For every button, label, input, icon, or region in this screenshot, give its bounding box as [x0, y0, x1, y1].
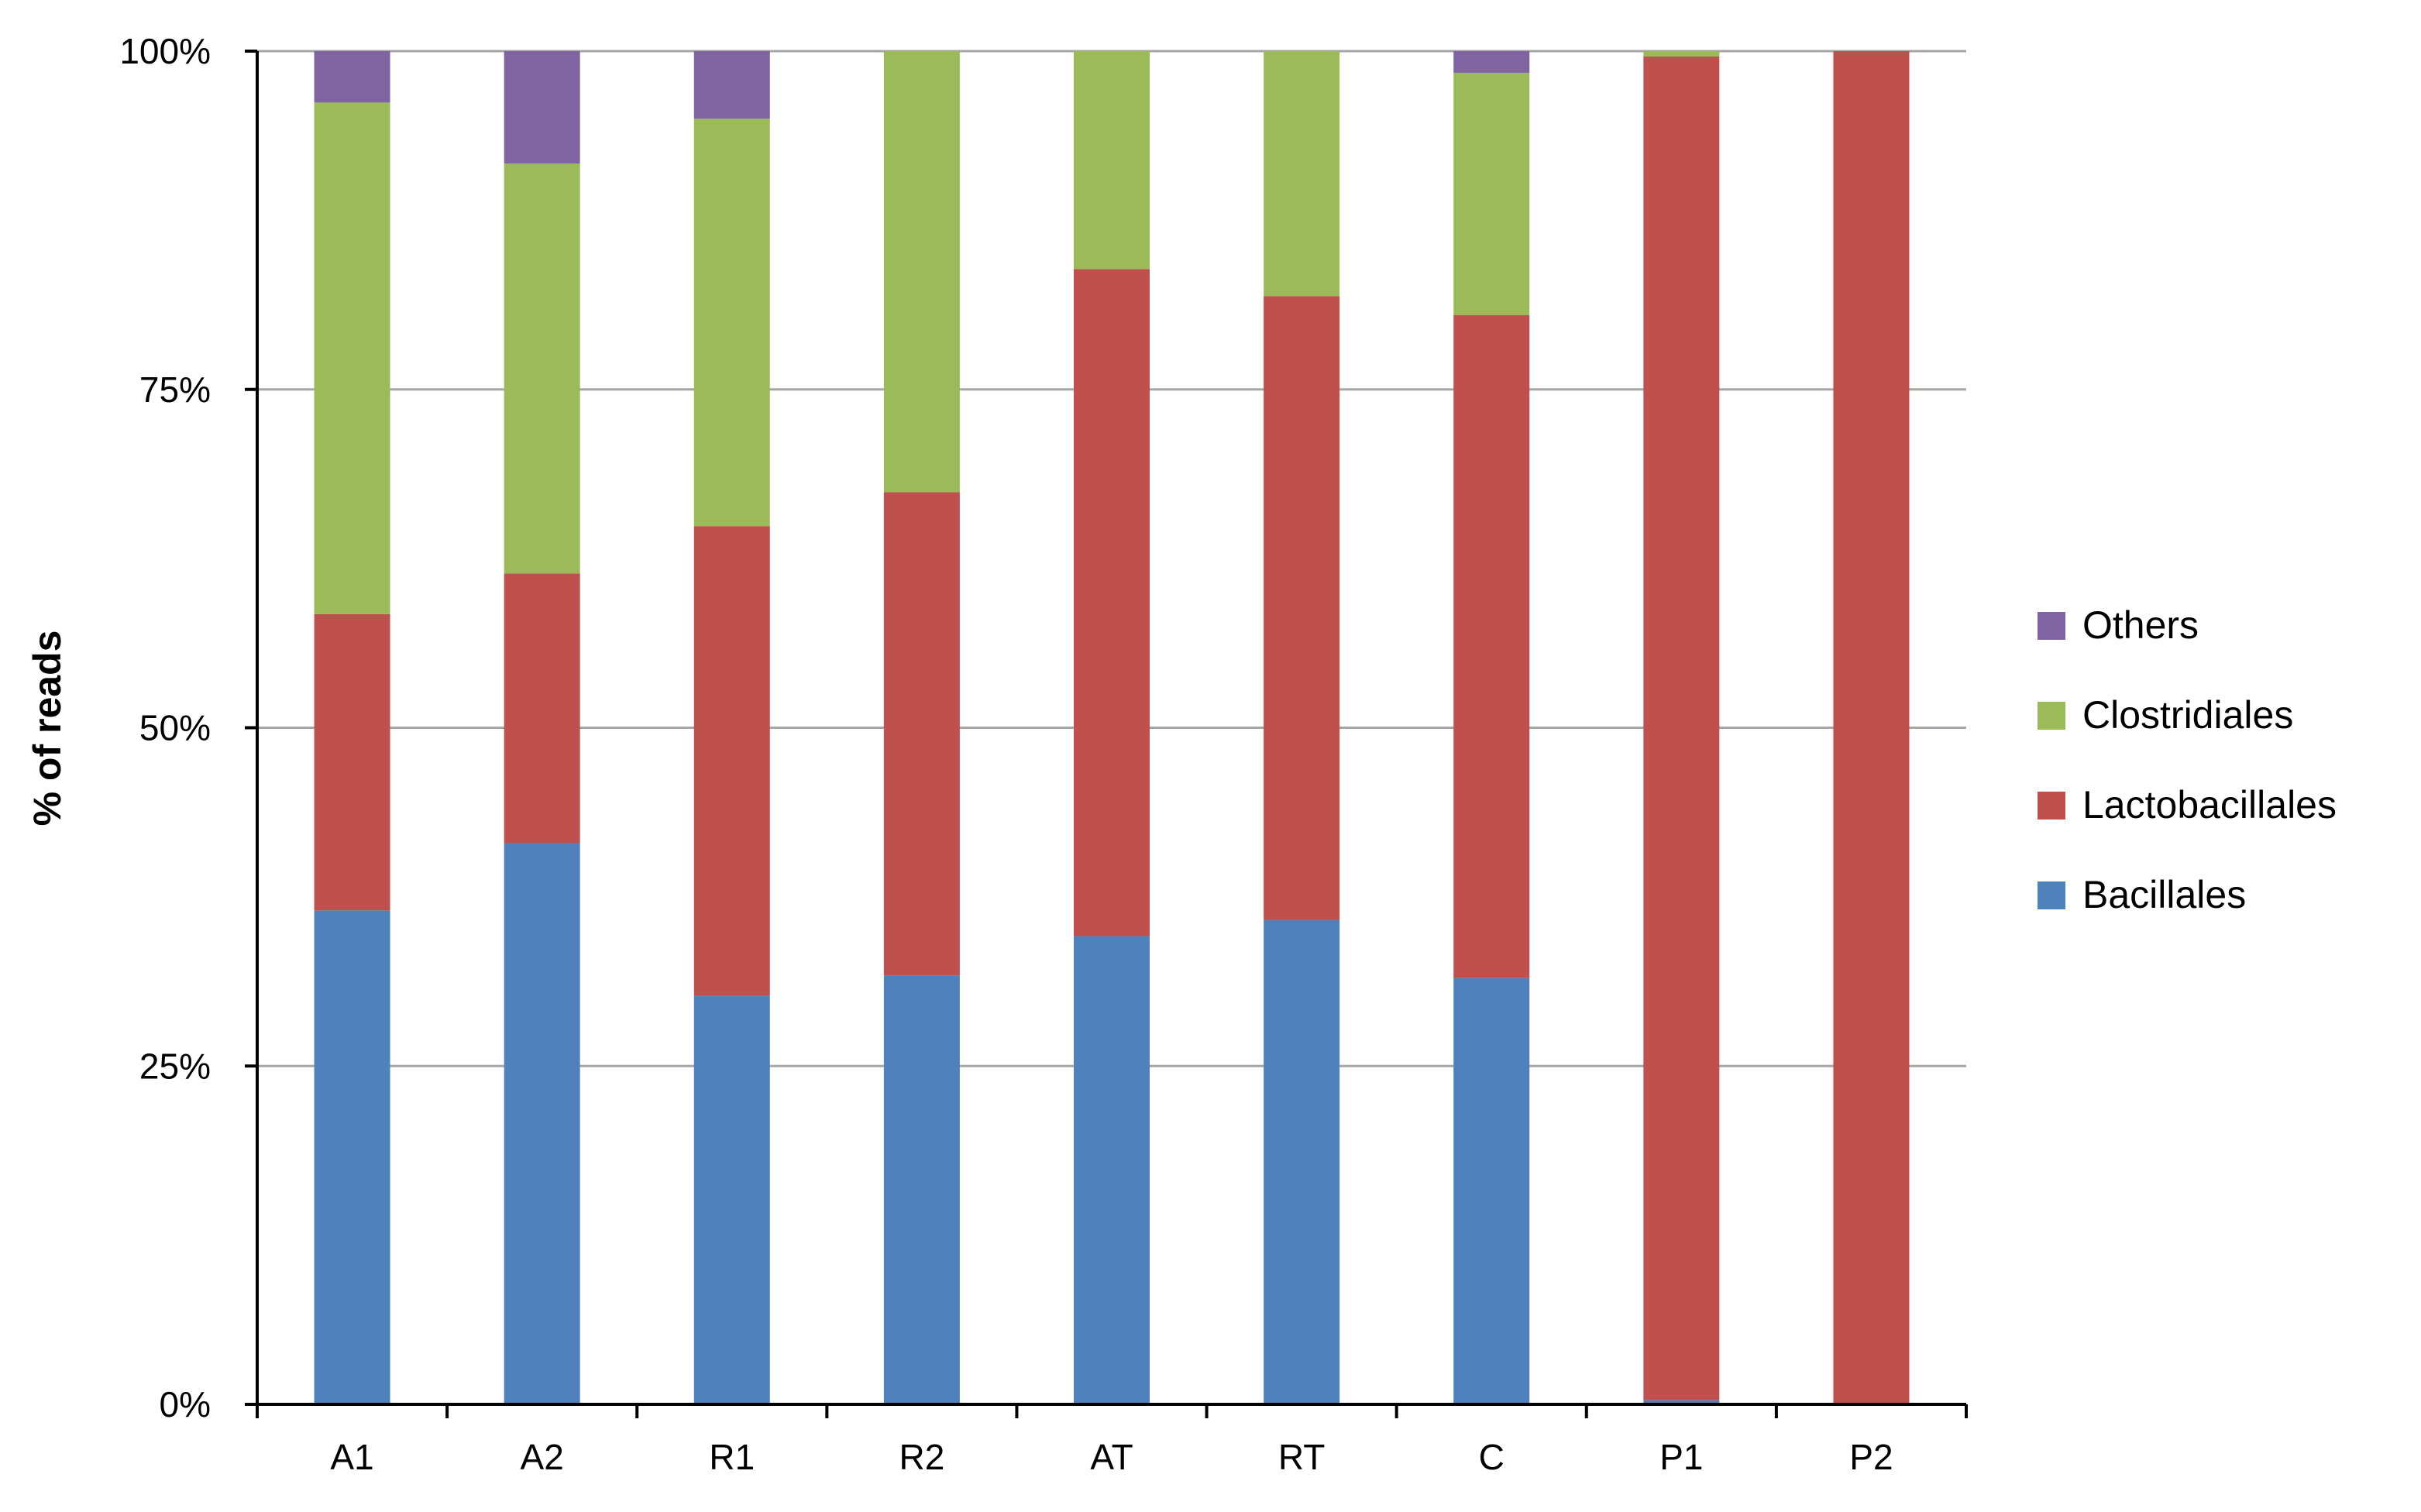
y-tick-label: 25%	[139, 1046, 211, 1086]
legend-swatch-clostridiales	[2038, 702, 2065, 730]
x-tick-label: C	[1479, 1437, 1505, 1477]
legend-label-others: Others	[2082, 603, 2199, 647]
bar-segment-bacillales-a2	[504, 842, 580, 1404]
y-axis-title: % of reads	[26, 631, 69, 826]
bar-segment-bacillales-at	[1074, 936, 1150, 1404]
bar-segment-lactobacillales-r2	[883, 492, 960, 976]
bar-segment-others-a2	[504, 51, 580, 164]
bar-segment-bacillales-c	[1453, 978, 1530, 1404]
bar-segment-lactobacillales-a1	[314, 613, 390, 911]
bar-segment-lactobacillales-rt	[1264, 296, 1340, 920]
bar-segment-lactobacillales-p1	[1643, 56, 1720, 1400]
bar-segment-bacillales-rt	[1264, 919, 1340, 1404]
bar-segment-clostridiales-a2	[504, 163, 580, 574]
x-tick-label: RT	[1278, 1437, 1326, 1477]
bar-segment-clostridiales-rt	[1264, 51, 1340, 297]
legend-swatch-bacillales	[2038, 881, 2065, 909]
bar-segment-lactobacillales-c	[1453, 314, 1530, 978]
x-tick-label: P1	[1659, 1437, 1703, 1477]
bar-segment-bacillales-a1	[314, 910, 390, 1404]
bar-segment-lactobacillales-at	[1074, 269, 1150, 936]
bar-segment-clostridiales-p1	[1643, 51, 1720, 57]
y-tick-label: 100%	[119, 31, 211, 71]
legend-swatch-lactobacillales	[2038, 792, 2065, 820]
bar-segment-bacillales-r1	[693, 995, 770, 1404]
bars	[314, 51, 1910, 1404]
x-tick-label: R1	[709, 1437, 755, 1477]
bar-segment-others-a1	[314, 51, 390, 103]
bar-segment-others-r1	[693, 51, 770, 119]
bar-segment-clostridiales-at	[1074, 51, 1150, 270]
x-tick-label: P2	[1849, 1437, 1893, 1477]
legend-label-clostridiales: Clostridiales	[2082, 693, 2293, 737]
legend-swatch-others	[2038, 612, 2065, 640]
x-tick-label: A1	[330, 1437, 373, 1477]
x-tick-labels: A1 A2 R1 R2 AT RT C P1 P2	[330, 1437, 1893, 1477]
legend: Others Clostridiales Lactobacillales Bacill…	[2038, 603, 2337, 916]
bar-segment-bacillales-r2	[883, 975, 960, 1404]
bar-segment-others-c	[1453, 51, 1530, 73]
bar-segment-bacillales-p1	[1643, 1400, 1720, 1404]
bar-segment-clostridiales-r1	[693, 119, 770, 527]
legend-label-lactobacillales: Lactobacillales	[2082, 783, 2337, 826]
bar-segment-lactobacillales-a2	[504, 573, 580, 843]
y-tick-labels: 0% 25% 50% 75% 100%	[119, 31, 211, 1424]
bar-segment-lactobacillales-p2	[1833, 51, 1910, 1404]
y-tick-label: 0%	[160, 1384, 211, 1424]
bar-segment-clostridiales-a1	[314, 102, 390, 614]
x-tick-label: AT	[1090, 1437, 1133, 1477]
y-tick-label: 50%	[139, 708, 211, 748]
x-tick-label: A2	[521, 1437, 564, 1477]
bar-segment-clostridiales-c	[1453, 72, 1530, 315]
bar-segment-lactobacillales-r1	[693, 526, 770, 996]
x-tick-label: R2	[899, 1437, 944, 1477]
bar-segment-clostridiales-r2	[883, 51, 960, 493]
legend-label-bacillales: Bacillales	[2082, 873, 2246, 916]
axes	[245, 50, 1968, 1418]
y-tick-label: 75%	[139, 369, 211, 410]
